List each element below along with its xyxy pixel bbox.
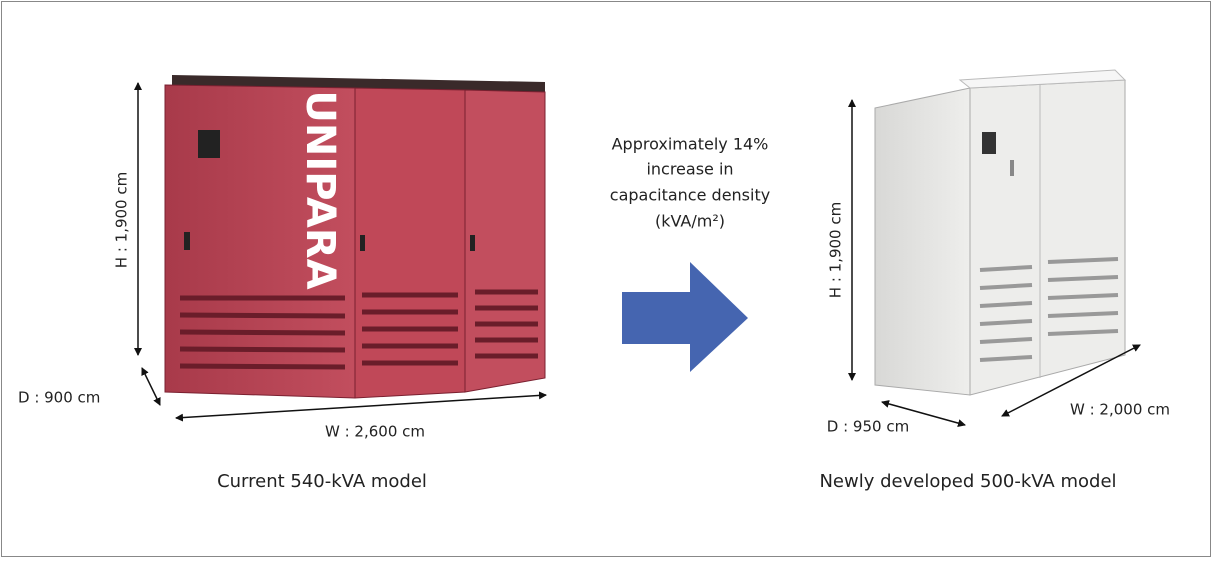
new-cabinet: [874, 69, 1127, 396]
current-cabinet: UNIPARA: [164, 75, 546, 399]
depth-label: D : 950 cm: [827, 418, 909, 436]
improvement-text: Approximately 14%: [612, 135, 769, 154]
depth-arrow: [141, 367, 161, 406]
caption: Newly developed 500-kVA model: [819, 471, 1116, 492]
improvement-text: (kVA/m²): [655, 212, 725, 231]
width-arrow: [175, 391, 547, 422]
depth-label: D : 900 cm: [18, 389, 100, 407]
depth-arrow: [881, 400, 966, 427]
transition-arrow: [622, 262, 748, 372]
improvement-text: capacitance density: [610, 186, 770, 205]
brand-text: UNIPARA: [297, 90, 343, 289]
improvement-text: increase in: [646, 160, 733, 179]
height-label: H : 1,900 cm: [827, 202, 845, 298]
width-arrow: [1001, 344, 1141, 417]
height-label: H : 1,900 cm: [113, 172, 131, 268]
width-label: W : 2,600 cm: [325, 423, 425, 441]
caption: Current 540-kVA model: [217, 471, 427, 492]
width-label: W : 2,000 cm: [1070, 401, 1170, 419]
